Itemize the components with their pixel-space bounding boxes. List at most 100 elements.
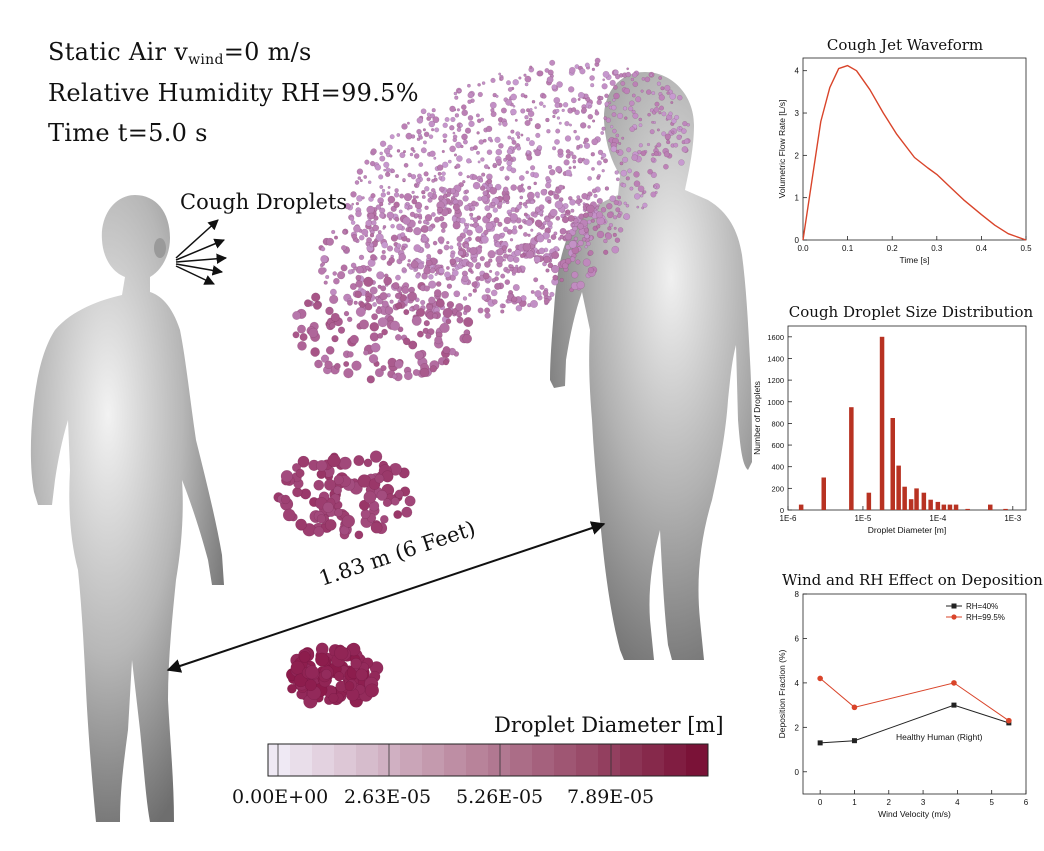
colorbar-swatch [268,744,291,776]
bar [935,501,941,510]
droplet [383,161,390,168]
bar [914,488,919,510]
droplet [649,129,655,135]
droplet [640,89,644,93]
droplet [414,201,423,210]
droplet [340,244,347,251]
droplet [297,455,310,468]
droplet [368,212,375,220]
droplet [546,220,553,227]
droplet [354,530,364,540]
droplet [456,241,462,247]
plot-frame [787,325,1027,511]
droplet [353,300,358,305]
droplet [583,137,590,143]
droplet [646,142,651,147]
droplet [460,144,464,149]
droplet [549,208,558,217]
droplet [674,114,680,120]
droplet [384,306,394,315]
droplet [462,139,468,145]
bar [921,492,927,510]
droplet [573,129,577,134]
droplet [512,256,520,264]
droplet [587,125,591,129]
droplet [601,152,607,159]
droplet [443,359,450,366]
droplet [470,216,474,221]
droplet [353,455,365,467]
droplet [350,191,357,198]
droplet [601,83,608,90]
droplet [431,178,436,183]
droplet [351,202,355,206]
droplet [493,217,500,224]
droplet [475,276,481,282]
droplet [681,146,688,153]
droplet [565,169,572,177]
droplet [403,371,413,381]
droplet [477,83,481,87]
droplet [538,247,546,255]
droplet [333,485,342,495]
droplet [322,501,334,513]
droplet [363,175,368,179]
droplet [379,292,388,301]
droplet [615,149,620,154]
droplet [431,128,435,132]
droplet [407,291,418,301]
droplet [321,669,332,680]
droplet [369,286,378,295]
droplet [374,295,379,300]
droplet [569,151,574,156]
droplet [379,212,385,219]
droplet [501,303,506,309]
droplet [554,200,563,209]
droplet [475,235,482,242]
droplet [463,243,470,249]
droplet [387,185,391,189]
droplet [509,238,514,242]
droplet [383,276,393,286]
droplet [516,135,521,140]
droplet [313,479,325,491]
droplet [381,188,386,193]
droplet [610,145,617,153]
tick-label: 0.1 [842,244,854,253]
droplet [571,271,579,279]
droplet [653,185,657,189]
droplet [476,150,481,155]
colorbar-tick: 7.89E-05 [567,786,655,808]
droplet [590,83,595,88]
droplet [518,175,525,181]
droplet [545,268,550,273]
droplet [380,254,387,261]
droplet [669,93,677,100]
droplet [640,194,644,198]
droplet [579,68,586,75]
droplet [429,365,438,373]
colorbar-swatch [488,744,511,776]
droplet [469,208,473,212]
droplet [596,160,602,166]
droplet [677,94,683,101]
droplet [428,120,436,128]
droplet [446,283,453,289]
droplet [391,169,396,174]
droplet [437,236,445,244]
droplet [543,298,550,305]
droplet [565,258,572,265]
droplet [400,232,406,238]
colorbar-tick: 2.63E-05 [344,786,432,808]
colorbar-tick: 0.00E+00 [232,786,329,808]
droplet [492,162,497,167]
droplet [363,349,369,356]
droplet [577,91,585,99]
droplet [327,454,341,468]
droplet [617,227,624,233]
droplet [462,296,468,301]
droplet [587,113,594,120]
droplet [641,206,645,210]
droplet [570,97,577,104]
